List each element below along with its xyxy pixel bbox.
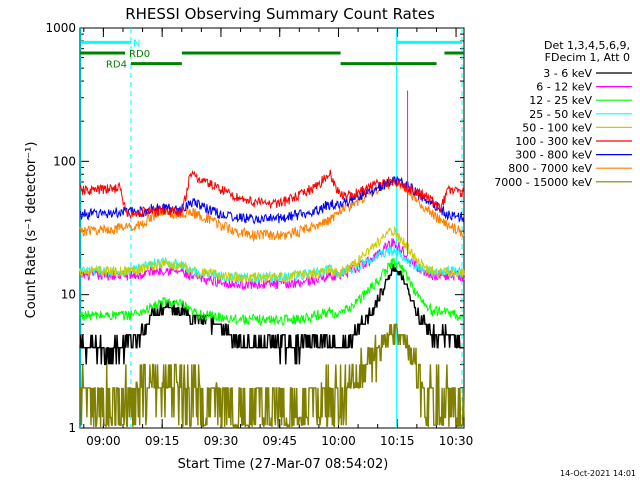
legend-label: 3 - 6 keV bbox=[543, 67, 592, 80]
flag-label: N bbox=[133, 38, 140, 49]
series-line bbox=[79, 177, 465, 243]
legend: Det 1,3,4,5,6,9, FDecim 1, Att 0 3 - 6 k… bbox=[494, 39, 632, 189]
legend-label: 100 - 300 keV bbox=[515, 135, 592, 148]
legend-label: 25 - 50 keV bbox=[529, 108, 592, 121]
y-tick-label: 1000 bbox=[45, 21, 76, 35]
x-tick-label: 09:45 bbox=[262, 434, 297, 448]
legend-label: 6 - 12 keV bbox=[536, 81, 592, 94]
x-tick-label: 09:30 bbox=[204, 434, 239, 448]
x-tick-label: 09:00 bbox=[86, 434, 121, 448]
flag-label: RD4 bbox=[106, 60, 127, 71]
y-tick-label: 10 bbox=[61, 288, 76, 302]
series-line bbox=[79, 225, 465, 285]
legend-label: 7000 - 15000 keV bbox=[494, 176, 592, 189]
y-tick-label: 100 bbox=[53, 154, 76, 168]
legend-label: 50 - 100 keV bbox=[522, 121, 592, 134]
series-line bbox=[79, 238, 465, 291]
series-line bbox=[79, 256, 465, 326]
x-tick-label: 10:00 bbox=[321, 434, 356, 448]
series-layer bbox=[79, 90, 465, 429]
x-tick-label: 10:15 bbox=[380, 434, 415, 448]
flag-label: RD0 bbox=[129, 49, 150, 60]
legend-header-2: FDecim 1, Att 0 bbox=[545, 51, 630, 64]
legend-header-1: Det 1,3,4,5,6,9, bbox=[544, 39, 630, 52]
series-line bbox=[79, 176, 465, 225]
y-axis-label: Count Rate (s⁻¹ detector⁻¹) bbox=[24, 142, 39, 319]
legend-label: 300 - 800 keV bbox=[515, 149, 592, 162]
x-tick-label: 09:15 bbox=[145, 434, 180, 448]
legend-label: 800 - 7000 keV bbox=[508, 162, 592, 175]
series-line bbox=[80, 323, 465, 429]
legend-label: 12 - 25 keV bbox=[529, 94, 592, 107]
x-axis: 09:00 09:15 09:30 09:45 10:00 10:15 10:30 bbox=[83, 28, 474, 448]
chart-title: RHESSI Observing Summary Count Rates bbox=[125, 5, 435, 23]
footer-timestamp: 14-Oct-2021 14:01 bbox=[560, 469, 636, 478]
series-line bbox=[79, 263, 464, 366]
x-tick-label: 10:30 bbox=[439, 434, 474, 448]
x-axis-label: Start Time (27-Mar-07 08:54:02) bbox=[178, 457, 389, 472]
series-line bbox=[79, 169, 465, 220]
y-tick-label: 1 bbox=[68, 421, 76, 435]
